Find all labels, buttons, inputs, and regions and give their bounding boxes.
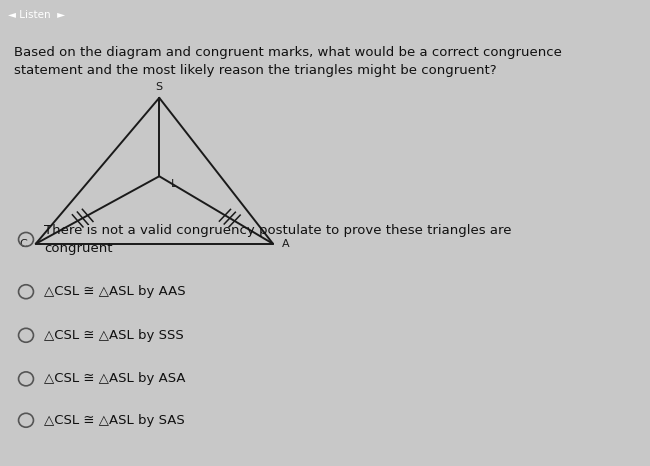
- Text: There is not a valid congruency postulate to prove these triangles are
congruent: There is not a valid congruency postulat…: [44, 224, 512, 255]
- Text: ◄ Listen  ►: ◄ Listen ►: [8, 10, 65, 20]
- Text: △CSL ≅ △ASL by ASA: △CSL ≅ △ASL by ASA: [44, 372, 186, 385]
- Text: C: C: [20, 239, 27, 249]
- Text: △CSL ≅ △ASL by AAS: △CSL ≅ △ASL by AAS: [44, 285, 186, 298]
- Text: △CSL ≅ △ASL by SSS: △CSL ≅ △ASL by SSS: [44, 329, 184, 342]
- Text: A: A: [281, 239, 289, 249]
- Text: Based on the diagram and congruent marks, what would be a correct congruence
sta: Based on the diagram and congruent marks…: [14, 46, 562, 76]
- Text: L: L: [171, 179, 177, 189]
- Text: △CSL ≅ △ASL by SAS: △CSL ≅ △ASL by SAS: [44, 414, 185, 427]
- Text: S: S: [156, 82, 162, 92]
